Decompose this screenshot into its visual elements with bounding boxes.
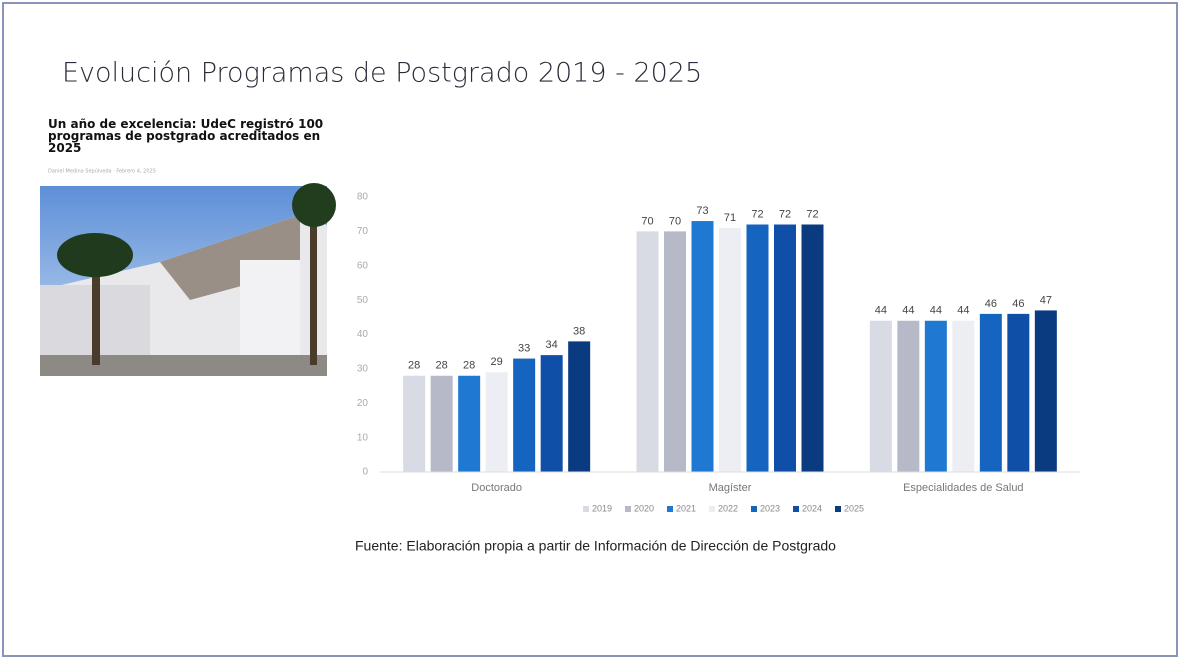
bar <box>1007 314 1029 472</box>
legend-label: 2020 <box>634 503 654 513</box>
y-tick-label: 20 <box>357 398 369 409</box>
bar <box>664 231 686 472</box>
legend-label: 2021 <box>676 503 696 513</box>
value-label: 73 <box>696 205 708 217</box>
x-tick-label: Magíster <box>709 482 752 494</box>
value-label: 28 <box>436 360 448 372</box>
legend-swatch <box>835 506 841 512</box>
legend-label: 2022 <box>718 503 738 513</box>
bar <box>774 225 796 473</box>
legend-label: 2023 <box>760 503 780 513</box>
bar <box>1035 310 1057 472</box>
y-tick-label: 40 <box>357 329 369 340</box>
value-label: 44 <box>930 305 942 317</box>
bar <box>458 376 480 472</box>
legend-swatch <box>583 506 589 512</box>
legend-swatch <box>667 506 673 512</box>
value-label: 72 <box>806 208 818 220</box>
value-label: 70 <box>669 215 681 227</box>
bar <box>980 314 1002 472</box>
bar <box>403 376 425 472</box>
y-tick-label: 80 <box>357 192 369 203</box>
bar <box>486 372 508 472</box>
value-label: 29 <box>491 356 503 368</box>
news-headline: Un año de excelencia: UdeC registró 100 … <box>48 118 338 154</box>
bar <box>897 321 919 472</box>
source-note: Fuente: Elaboración propia a partir de I… <box>355 538 836 554</box>
value-label: 28 <box>408 360 420 372</box>
value-label: 47 <box>1040 294 1052 306</box>
legend-swatch <box>709 506 715 512</box>
legend-label: 2024 <box>802 503 822 513</box>
value-label: 46 <box>1012 298 1024 310</box>
legend-label: 2025 <box>844 503 864 513</box>
bar <box>568 341 590 472</box>
value-label: 71 <box>724 212 736 224</box>
value-label: 33 <box>518 342 530 354</box>
news-byline: Daniel Medina Sepúlveda · Febrero 4, 202… <box>48 168 156 175</box>
value-label: 72 <box>751 208 763 220</box>
bar <box>870 321 892 472</box>
bar <box>719 228 741 472</box>
y-tick-label: 30 <box>357 364 369 375</box>
legend-swatch <box>625 506 631 512</box>
legend-swatch <box>793 506 799 512</box>
value-label: 44 <box>957 305 969 317</box>
bar <box>513 359 535 472</box>
y-tick-label: 50 <box>357 295 369 306</box>
slide: Evolución Programas de Postgrado 2019 - … <box>0 0 1180 659</box>
value-label: 44 <box>902 305 914 317</box>
value-label: 70 <box>641 215 653 227</box>
bar <box>431 376 453 472</box>
bar <box>952 321 974 472</box>
value-label: 34 <box>546 339 558 351</box>
bar <box>747 225 769 473</box>
news-photo <box>40 183 336 376</box>
bar <box>637 231 659 472</box>
y-tick-label: 70 <box>357 226 369 237</box>
x-tick-label: Doctorado <box>471 482 522 494</box>
value-label: 28 <box>463 360 475 372</box>
bar <box>925 321 947 472</box>
legend-swatch <box>751 506 757 512</box>
value-label: 44 <box>875 305 887 317</box>
y-tick-label: 10 <box>357 432 369 443</box>
value-label: 46 <box>985 298 997 310</box>
news-headline-box: Un año de excelencia: UdeC registró 100 … <box>48 118 338 168</box>
bar <box>802 225 824 473</box>
slide-title: Evolución Programas de Postgrado 2019 - … <box>62 58 702 89</box>
bar <box>692 221 714 472</box>
y-tick-label: 60 <box>357 260 369 271</box>
y-tick-label: 0 <box>362 467 368 478</box>
x-tick-label: Especialidades de Salud <box>903 482 1023 494</box>
value-label: 72 <box>779 208 791 220</box>
value-label: 38 <box>573 325 585 337</box>
bar <box>541 355 563 472</box>
legend-label: 2019 <box>592 503 612 513</box>
